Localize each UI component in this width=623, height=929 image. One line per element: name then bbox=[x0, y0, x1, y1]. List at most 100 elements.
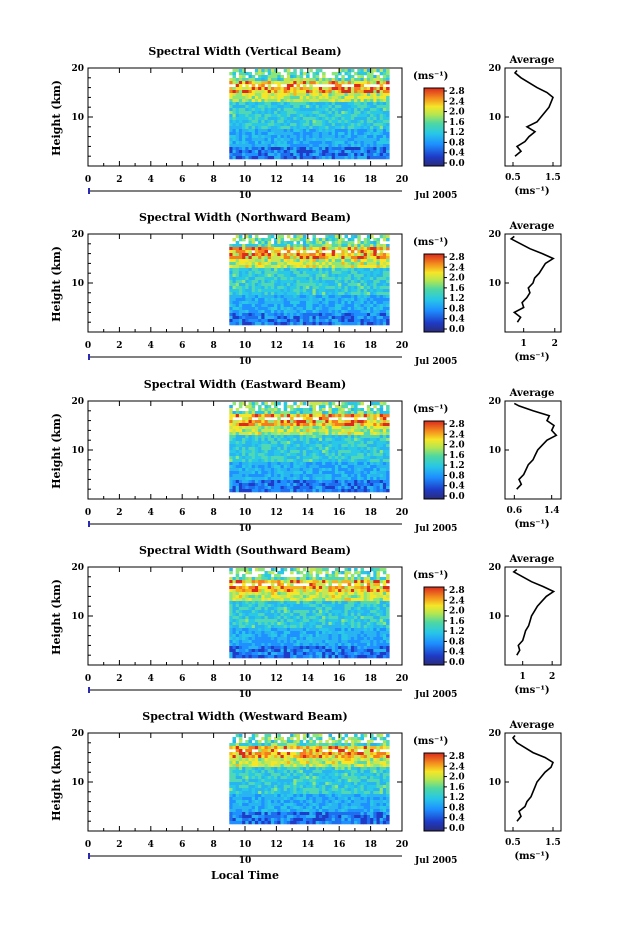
heatmap-cell bbox=[302, 459, 307, 463]
heatmap-cell bbox=[363, 93, 368, 97]
heatmap-cell bbox=[386, 81, 390, 85]
heatmap-cell bbox=[277, 426, 281, 430]
heatmap-cell bbox=[293, 292, 297, 296]
heatmap-cell bbox=[299, 141, 304, 145]
heatmap-cell bbox=[322, 304, 326, 308]
heatmap-cell bbox=[232, 262, 236, 266]
heatmap-cell bbox=[334, 423, 339, 427]
heatmap-cell bbox=[347, 144, 352, 148]
heatmap-cell bbox=[264, 108, 268, 112]
heatmap-cell bbox=[357, 295, 361, 299]
heatmap-cell bbox=[232, 286, 236, 290]
heatmap-cell bbox=[267, 81, 272, 85]
heatmap-cell bbox=[366, 417, 371, 421]
heatmap-cell bbox=[344, 259, 348, 263]
profile-frame bbox=[504, 67, 562, 167]
heatmap-cell bbox=[328, 414, 332, 418]
heatmap-cell bbox=[341, 69, 345, 73]
heatmap-cell bbox=[242, 447, 246, 451]
heatmap-cell bbox=[354, 141, 358, 145]
heatmap-cell bbox=[366, 259, 371, 263]
heatmap-cell bbox=[235, 286, 240, 290]
heatmap-cell bbox=[245, 111, 249, 115]
heatmap-cell bbox=[347, 135, 352, 139]
heatmap-cell bbox=[302, 72, 307, 76]
heatmap-cell bbox=[373, 480, 377, 484]
heatmap-cell bbox=[283, 123, 288, 127]
heatmap-cell bbox=[338, 271, 342, 275]
heatmap-cell bbox=[280, 120, 284, 124]
heatmap-cell bbox=[331, 235, 336, 239]
heatmap-cell bbox=[344, 322, 348, 326]
heatmap-cell bbox=[264, 253, 268, 257]
heatmap-cell bbox=[341, 462, 345, 466]
heatmap-cell bbox=[360, 250, 364, 254]
heatmap-cell bbox=[334, 426, 339, 430]
heatmap-cell bbox=[366, 69, 371, 73]
heatmap-cell bbox=[373, 571, 377, 575]
heatmap-cell bbox=[235, 114, 240, 118]
heatmap-cell bbox=[258, 474, 262, 478]
heatmap-cell bbox=[290, 459, 294, 463]
heatmap-cell bbox=[382, 247, 387, 251]
heatmap-cell bbox=[261, 135, 265, 139]
heatmap-cell bbox=[306, 256, 310, 260]
heatmap-cell bbox=[347, 456, 352, 460]
heatmap-cell bbox=[299, 132, 304, 136]
heatmap-cell bbox=[341, 126, 345, 130]
heatmap-cell bbox=[235, 120, 240, 124]
heatmap-cell bbox=[238, 586, 243, 590]
heatmap-cell bbox=[338, 322, 342, 326]
heatmap-cell bbox=[296, 405, 300, 409]
heatmap-cell bbox=[357, 75, 361, 79]
heatmap-cell bbox=[379, 489, 384, 493]
heatmap-cell bbox=[325, 135, 329, 139]
heatmap-cell bbox=[328, 123, 332, 127]
heatmap-cell bbox=[376, 259, 380, 263]
heatmap-cell bbox=[312, 307, 316, 311]
heatmap-cell bbox=[261, 75, 265, 79]
heatmap-cell bbox=[306, 105, 310, 109]
heatmap-cell bbox=[242, 295, 246, 299]
heatmap-cell bbox=[232, 75, 236, 79]
heatmap-cell bbox=[277, 253, 281, 257]
x-tick-label: 20 bbox=[396, 508, 409, 518]
heatmap-cell bbox=[296, 129, 300, 133]
heatmap-cell bbox=[357, 87, 361, 91]
heatmap-cell bbox=[302, 99, 307, 103]
heatmap-cell bbox=[254, 453, 259, 457]
y-tick-label: 20 bbox=[71, 64, 84, 74]
heatmap-cell bbox=[373, 319, 377, 323]
heatmap-cell bbox=[261, 441, 265, 445]
heatmap-cell bbox=[325, 247, 329, 251]
heatmap-cell bbox=[350, 141, 355, 145]
heatmap-cell bbox=[328, 277, 332, 281]
heatmap-cell bbox=[270, 450, 275, 454]
heatmap-cell bbox=[258, 319, 262, 323]
heatmap-cell bbox=[354, 456, 358, 460]
heatmap-cell bbox=[370, 274, 374, 278]
heatmap-cell bbox=[328, 319, 332, 323]
heatmap-cell bbox=[347, 286, 352, 290]
heatmap-cell bbox=[315, 474, 320, 478]
heatmap-cell bbox=[283, 256, 288, 260]
heatmap-cell bbox=[299, 259, 304, 263]
heatmap-cell bbox=[309, 414, 313, 418]
heatmap-cell bbox=[379, 126, 384, 130]
heatmap-cell bbox=[251, 423, 256, 427]
heatmap-cell bbox=[248, 241, 252, 245]
heatmap-cell bbox=[334, 84, 339, 88]
heatmap-cell bbox=[261, 595, 265, 599]
heatmap-cell bbox=[350, 426, 355, 430]
heatmap-cell bbox=[254, 238, 259, 242]
heatmap-cell bbox=[248, 414, 252, 418]
heatmap-cell bbox=[341, 108, 345, 112]
heatmap-cell bbox=[258, 307, 262, 311]
heatmap-cell bbox=[322, 93, 326, 97]
heatmap-cell bbox=[261, 84, 265, 88]
profile-x-axis-label: (ms⁻¹) bbox=[514, 519, 549, 530]
heatmap-cell bbox=[379, 72, 384, 76]
heatmap-cell bbox=[325, 120, 329, 124]
heatmap-cell bbox=[373, 568, 377, 572]
heatmap-cell bbox=[251, 304, 256, 308]
